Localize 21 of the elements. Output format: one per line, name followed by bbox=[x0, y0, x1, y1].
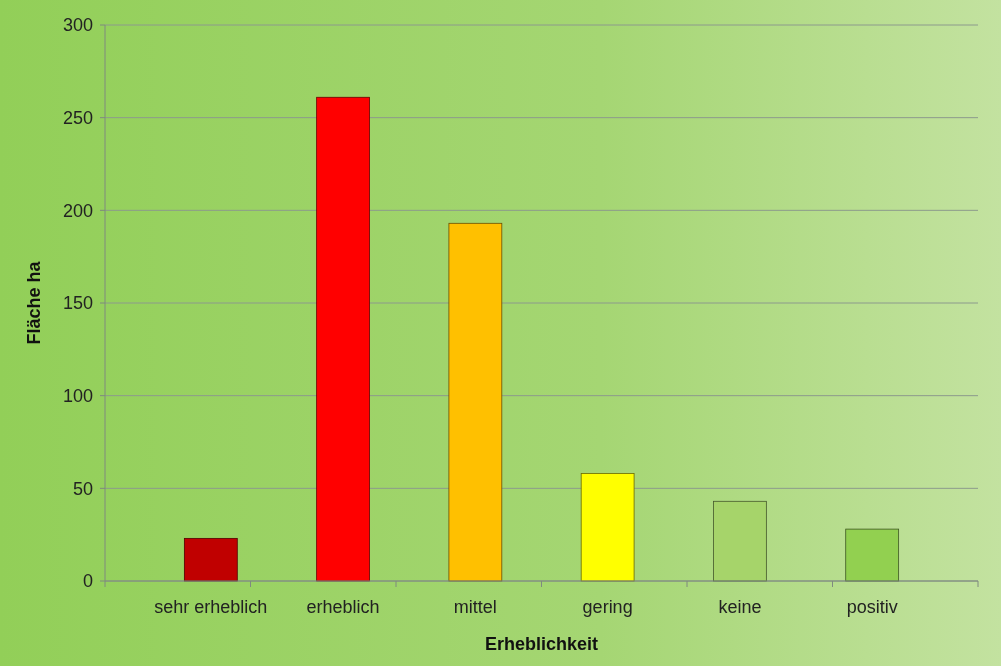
bar bbox=[845, 528, 900, 582]
bar bbox=[580, 473, 635, 582]
x-tick-label: sehr erheblich bbox=[154, 597, 268, 617]
y-tick-label: 0 bbox=[82, 571, 93, 592]
bar bbox=[448, 222, 503, 582]
x-tick-label: erheblich bbox=[306, 597, 380, 617]
y-tick-label: 100 bbox=[62, 385, 93, 406]
y-tick-label: 200 bbox=[62, 200, 93, 221]
y-axis-title: Fläche ha bbox=[24, 260, 44, 345]
x-tick-label: mittel bbox=[453, 597, 497, 617]
y-tick-label: 150 bbox=[62, 293, 93, 314]
x-axis-title: Erheblichkeit bbox=[484, 634, 599, 654]
y-tick-label: 50 bbox=[72, 478, 93, 499]
y-tick-label: 300 bbox=[62, 15, 93, 36]
bar bbox=[183, 537, 238, 582]
x-tick-label: keine bbox=[718, 597, 762, 617]
x-tick-label: positiv bbox=[846, 597, 898, 617]
y-tick-label: 250 bbox=[62, 107, 93, 128]
x-tick-label: gering bbox=[582, 597, 633, 617]
bar bbox=[316, 96, 370, 582]
bar bbox=[713, 500, 767, 582]
